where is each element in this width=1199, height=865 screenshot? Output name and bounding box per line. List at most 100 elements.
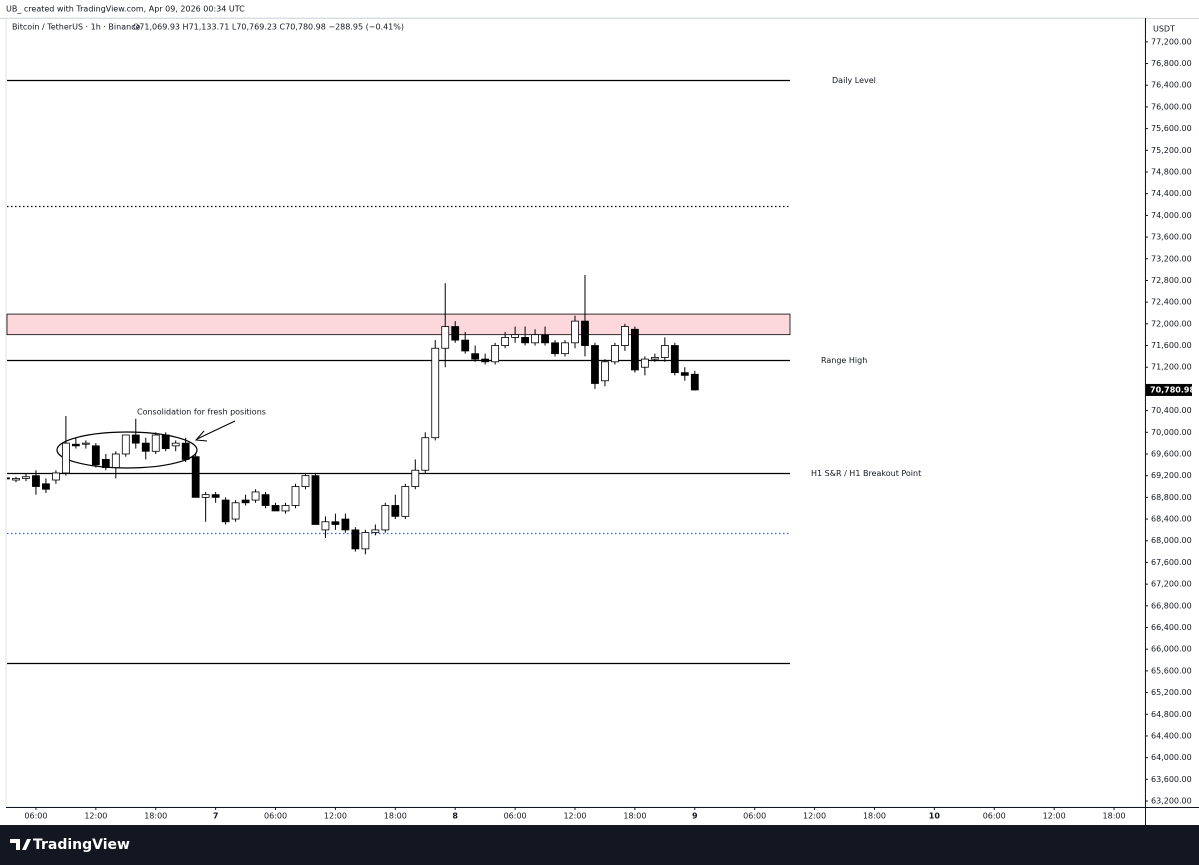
- candle-body: [640, 358, 649, 368]
- y-tick-label: 73,600.00: [1151, 233, 1192, 242]
- candle-body: [12, 477, 20, 481]
- candle-body: [121, 434, 130, 455]
- y-tick-label: 68,000.00: [1151, 536, 1192, 545]
- candles: [7, 275, 699, 555]
- last-price-tag: [1146, 383, 1192, 396]
- candle-body: [91, 445, 100, 466]
- y-tick-label: 76,800.00: [1151, 59, 1192, 68]
- candle-body: [161, 434, 170, 449]
- candle-body: [301, 475, 310, 487]
- candle-body: [42, 483, 50, 490]
- candle-body: [281, 505, 290, 512]
- x-tick-label: 18:00: [384, 812, 407, 821]
- tv-logo-icon: [10, 839, 31, 850]
- last-price-label: 70,780.98: [1150, 385, 1195, 394]
- y-tick-label: 63,600.00: [1151, 775, 1192, 784]
- x-tick-label: 8: [452, 812, 458, 821]
- x-tick-label: 06:00: [983, 812, 1006, 821]
- candle-body: [521, 336, 529, 344]
- x-tick-label: 12:00: [84, 812, 107, 821]
- candle-body: [401, 486, 410, 517]
- candle-body: [81, 442, 90, 445]
- annotation-arrow: [196, 420, 236, 440]
- y-tick-label: 65,200.00: [1151, 688, 1192, 697]
- candle-body: [561, 342, 569, 355]
- candle-body: [171, 442, 180, 447]
- candle-body: [131, 434, 140, 444]
- candle-body: [481, 358, 490, 363]
- y-tick-label: 66,000.00: [1151, 645, 1192, 654]
- y-tick-label: 67,600.00: [1151, 558, 1192, 567]
- x-tick-label: 12:00: [324, 812, 347, 821]
- candle-body: [421, 437, 430, 471]
- candle-body: [61, 442, 70, 474]
- candle-body: [341, 518, 350, 531]
- x-tick-label: 18:00: [144, 812, 167, 821]
- currency-label: USDT: [1153, 25, 1175, 34]
- y-tick-label: 75,600.00: [1151, 124, 1192, 133]
- candle-body: [311, 475, 320, 525]
- candle-body: [621, 326, 629, 346]
- candle-body: [141, 442, 150, 452]
- x-tick-label: 10: [929, 812, 941, 821]
- footer-bar: [0, 825, 1199, 865]
- y-tick-label: 64,400.00: [1151, 731, 1192, 740]
- candle-body: [111, 453, 120, 468]
- x-tick-label: 12:00: [563, 812, 586, 821]
- y-tick-label: 72,800.00: [1151, 276, 1192, 285]
- x-tick-label: 18:00: [1103, 812, 1126, 821]
- candle-body: [441, 326, 450, 349]
- arrow-head: [194, 430, 208, 442]
- y-tick-label: 71,600.00: [1151, 341, 1192, 350]
- y-tick-label: 70,400.00: [1151, 406, 1192, 415]
- candle-body: [231, 502, 240, 520]
- y-tick-label: 64,800.00: [1151, 710, 1192, 719]
- y-tick-label: 73,200.00: [1151, 254, 1192, 263]
- y-tick-label: 68,800.00: [1151, 493, 1192, 502]
- candle-body: [660, 345, 669, 358]
- symbol-title: Bitcoin / TetherUS · 1h · Binance: [12, 23, 141, 32]
- annotation-text: Consolidation for fresh positions: [137, 408, 266, 417]
- y-tick-label: 67,200.00: [1151, 580, 1192, 589]
- y-tick-label: 74,400.00: [1151, 189, 1192, 198]
- x-tick-label: 06:00: [24, 812, 47, 821]
- x-tick-label: 12:00: [803, 812, 826, 821]
- x-tick-label: 06:00: [504, 812, 527, 821]
- y-tick-label: 70,000.00: [1151, 428, 1192, 437]
- y-tick-label: 65,600.00: [1151, 666, 1192, 675]
- candle-body: [690, 373, 699, 391]
- y-tick-label: 76,000.00: [1151, 102, 1192, 111]
- ohlc-legend: O71,069.93 H71,133.71 L70,769.23 C70,780…: [133, 23, 404, 32]
- candle-body: [7, 477, 10, 480]
- candle-body: [351, 529, 360, 550]
- candle-body: [511, 334, 520, 338]
- candle-body: [650, 357, 659, 360]
- candle-body: [201, 494, 210, 498]
- y-tick-label: 66,400.00: [1151, 623, 1192, 632]
- candle-body: [241, 499, 250, 504]
- candle-body: [461, 339, 470, 352]
- y-tick-label: 63,200.00: [1151, 797, 1192, 806]
- candle-body: [101, 459, 110, 468]
- y-tick-label: 77,200.00: [1151, 37, 1192, 46]
- candle-body: [501, 336, 510, 346]
- y-tick-label: 71,200.00: [1151, 363, 1192, 372]
- candle-body: [251, 491, 260, 501]
- level-label: H1 S&R / H1 Breakout Point: [811, 469, 921, 478]
- candle-body: [321, 521, 330, 531]
- candle-body: [71, 443, 80, 447]
- y-tick-label: 72,000.00: [1151, 319, 1192, 328]
- candle-body: [191, 456, 200, 498]
- candle-body: [261, 494, 270, 506]
- y-tick-label: 66,800.00: [1151, 601, 1192, 610]
- candle-body: [32, 475, 40, 487]
- candle-body: [361, 532, 370, 550]
- candle-body: [22, 476, 30, 479]
- x-tick-label: 06:00: [743, 812, 766, 821]
- candle-body: [551, 342, 559, 355]
- candle-body: [221, 499, 230, 523]
- candle-body: [151, 434, 160, 452]
- level-label: Daily Level: [832, 76, 876, 85]
- candle-body: [211, 494, 220, 498]
